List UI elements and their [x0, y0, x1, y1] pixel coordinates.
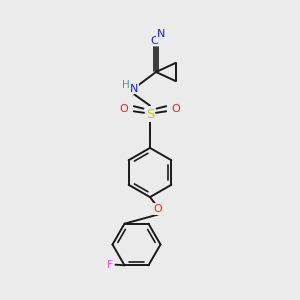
Text: F: F: [107, 260, 113, 270]
Text: N: N: [157, 28, 165, 39]
Text: O: O: [172, 104, 181, 114]
Text: N: N: [130, 83, 139, 94]
Text: C: C: [151, 35, 158, 46]
Text: S: S: [146, 107, 154, 121]
Text: O: O: [119, 104, 128, 114]
Text: O: O: [154, 204, 163, 214]
Text: H: H: [122, 80, 129, 90]
